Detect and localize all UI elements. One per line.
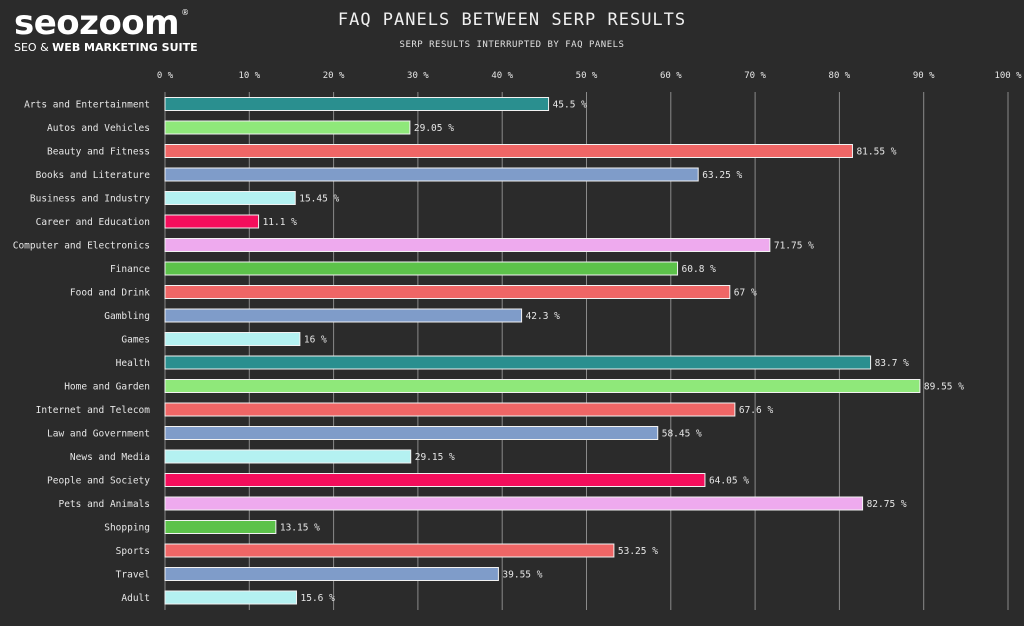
value-label: 82.75 %	[867, 499, 907, 510]
bar	[164, 191, 296, 205]
value-label: 39.55 %	[502, 570, 542, 581]
category-label: Sports	[116, 546, 150, 557]
value-label: 11.1 %	[263, 217, 298, 228]
category-label: Home and Garden	[64, 382, 150, 393]
category-label: Arts and Entertainment	[24, 100, 150, 111]
bar	[164, 379, 921, 393]
chart-title: FAQ PANELS BETWEEN SERP RESULTS	[337, 10, 687, 30]
value-label: 29.15 %	[415, 452, 455, 463]
value-label: 45.5 %	[553, 100, 588, 111]
bar	[164, 473, 706, 487]
bar	[164, 238, 771, 252]
value-label: 83.7 %	[875, 358, 910, 369]
bar	[164, 543, 615, 558]
category-label: Business and Industry	[30, 194, 150, 205]
x-tick-label: 60 %	[660, 71, 682, 81]
bar	[164, 402, 736, 417]
value-label: 89.55 %	[924, 382, 964, 393]
x-tick-label: 50 %	[576, 71, 598, 81]
x-tick-label: 100 %	[994, 71, 1022, 81]
bar	[164, 496, 864, 511]
bar	[164, 520, 277, 534]
bar	[164, 449, 412, 464]
bar	[164, 285, 731, 299]
category-label: Games	[121, 335, 150, 346]
bar	[164, 308, 523, 323]
chart-subtitle: SERP RESULTS INTERRUPTED BY FAQ PANELS	[399, 40, 625, 50]
category-label: People and Society	[47, 476, 150, 487]
category-label: News and Media	[70, 452, 150, 463]
category-label: Food and Drink	[70, 288, 150, 299]
value-label: 71.75 %	[774, 241, 814, 252]
x-tick-label: 40 %	[491, 71, 513, 81]
category-label: Adult	[121, 593, 150, 604]
x-tick-label: 30 %	[407, 71, 429, 81]
value-label: 42.3 %	[526, 311, 561, 322]
category-label: Law and Government	[47, 429, 150, 440]
category-label: Pets and Animals	[58, 499, 150, 510]
logo-registered-mark: ®	[181, 8, 190, 17]
value-label: 53.25 %	[618, 546, 658, 557]
x-tick-label: 80 %	[829, 71, 851, 81]
value-label: 13.15 %	[280, 523, 320, 534]
value-label: 63.25 %	[702, 170, 742, 181]
category-label: Career and Education	[36, 217, 150, 228]
category-label: Internet and Telecom	[36, 405, 151, 416]
value-label: 60.8 %	[682, 264, 717, 275]
category-label: Beauty and Fitness	[47, 147, 150, 158]
bar	[164, 332, 301, 346]
value-label: 81.55 %	[856, 147, 896, 158]
x-tick-label: 0 %	[157, 71, 174, 81]
seozoom-logo: seozoom ® SEO & WEB MARKETING SUITE	[14, 6, 204, 54]
category-label: Travel	[116, 570, 150, 581]
x-tick-label: 90 %	[913, 71, 935, 81]
value-label: 16 %	[304, 335, 327, 346]
category-label: Shopping	[104, 523, 150, 534]
bar	[164, 567, 499, 581]
value-label: 67.6 %	[739, 405, 774, 416]
logo-tagline-bold: WEB MARKETING SUITE	[52, 41, 198, 54]
x-tick-label: 70 %	[744, 71, 766, 81]
category-label: Health	[116, 358, 150, 369]
logo-wordmark: seozoom	[14, 3, 180, 43]
category-label: Finance	[110, 264, 150, 275]
bar	[164, 261, 679, 276]
x-tick-label: 20 %	[323, 71, 345, 81]
value-label: 58.45 %	[662, 429, 702, 440]
bar	[164, 355, 872, 370]
value-label: 15.6 %	[301, 593, 336, 604]
logo-tagline-plain: SEO &	[14, 41, 53, 54]
bar	[164, 214, 260, 229]
bar	[164, 167, 699, 182]
bar	[164, 144, 853, 158]
value-label: 67 %	[734, 288, 757, 299]
value-label: 64.05 %	[709, 476, 749, 487]
category-label: Computer and Electronics	[13, 241, 150, 252]
category-label: Autos and Vehicles	[47, 123, 150, 134]
bar	[164, 590, 298, 605]
category-label: Books and Literature	[36, 170, 151, 181]
bar	[164, 426, 659, 440]
x-tick-label: 10 %	[238, 71, 260, 81]
value-label: 29.05 %	[414, 123, 454, 134]
category-label: Gambling	[104, 311, 150, 322]
logo-tagline: SEO & WEB MARKETING SUITE	[14, 41, 204, 54]
bar	[164, 97, 550, 111]
bar	[164, 120, 411, 135]
value-label: 15.45 %	[299, 194, 339, 205]
